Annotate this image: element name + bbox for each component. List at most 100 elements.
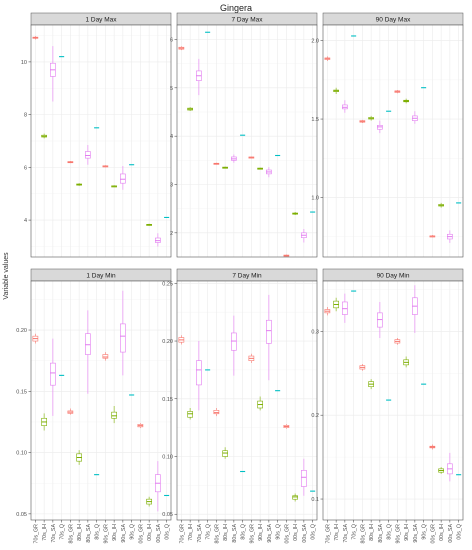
- x-tick-label: 80s_Q: [95, 524, 101, 540]
- box-00s_SA: [301, 458, 307, 496]
- y-tick-label: 2.0: [311, 39, 319, 45]
- x-tick-label: 00s_SA: [156, 524, 162, 543]
- panel-background: [323, 25, 463, 257]
- y-tick-label: 0.10: [162, 454, 173, 460]
- panel-border: [176, 280, 318, 521]
- x-tick-label: 90s_Q: [422, 524, 428, 540]
- box-70s_IH: [41, 413, 47, 431]
- y-tick-label: 0.05: [16, 512, 27, 518]
- box-80s_SA: [231, 154, 237, 163]
- panel-title: 1 Day Max: [85, 17, 117, 24]
- iqr-box: [231, 332, 237, 351]
- x-tick-label: 80s_SA: [232, 524, 238, 543]
- box-80s_IH: [76, 450, 82, 465]
- box-90s_IH: [403, 98, 409, 104]
- y-tick-label: 0.2: [311, 413, 319, 419]
- box-00s_SA: [155, 233, 161, 247]
- y-tick-label: 0.15: [16, 389, 27, 395]
- box-80s_SA: [231, 315, 237, 376]
- box-70s_SA: [342, 100, 348, 113]
- x-tick-label: 00s_Q: [457, 524, 463, 540]
- box-00s_IH: [292, 212, 298, 215]
- x-tick-label: 80s_Q: [387, 524, 393, 540]
- x-tick-label: 00s_IH: [293, 524, 299, 541]
- box-00s_GR: [429, 444, 436, 450]
- x-tick-label: 70s_GR: [33, 524, 39, 544]
- iqr-box: [301, 470, 307, 487]
- box-80s_GR: [359, 364, 366, 371]
- box-80s_SA: [377, 301, 383, 339]
- iqr-box: [213, 410, 220, 415]
- panel-background: [177, 25, 317, 257]
- box-00s_GR: [283, 254, 290, 257]
- y-tick-label: 0.05: [162, 512, 173, 518]
- x-tick-label: 00s_Q: [311, 524, 317, 540]
- x-tick-label: 90s_IH: [258, 524, 264, 541]
- x-tick-label: 70s_Q: [60, 524, 66, 540]
- box-70s_SA: [342, 293, 348, 323]
- panel-border: [322, 280, 464, 521]
- y-tick-label: 1.5: [311, 117, 319, 123]
- panel-5: 7 Day Min 0.05 0.10 0.15 0.20 0.25: [162, 268, 318, 521]
- iqr-box: [187, 411, 193, 418]
- box-90s_GR: [394, 90, 401, 94]
- x-tick-label: 70s_SA: [197, 524, 203, 543]
- x-tick-label: 80s_GR: [68, 524, 74, 544]
- box-90s_SA: [412, 111, 418, 124]
- box-00s_SA: [155, 461, 161, 512]
- panel-4: 1 Day Min 0.05 0.10 0.15 0.20: [16, 268, 172, 521]
- y-tick-label: 0.20: [16, 328, 27, 334]
- box-90s_IH: [257, 167, 263, 170]
- x-tick-label: 90s_IH: [404, 524, 410, 541]
- box-70s_GR: [32, 333, 39, 344]
- box-90s_SA: [412, 285, 418, 333]
- iqr-box: [292, 495, 298, 500]
- box-00s_GR: [283, 424, 290, 429]
- x-tick-label: 80s_IH: [369, 524, 375, 541]
- box-90s_IH: [257, 396, 263, 411]
- y-tick-label: 6: [170, 38, 173, 44]
- iqr-box: [196, 360, 202, 386]
- panel-border: [322, 24, 464, 258]
- x-tick-label: 70s_Q: [352, 524, 358, 540]
- box-80s_SA: [377, 120, 383, 134]
- y-tick-label: 2: [170, 231, 173, 237]
- x-tick-label: 70s_SA: [51, 524, 57, 543]
- x-tick-label: 90s_Q: [130, 524, 136, 540]
- box-90s_GR: [248, 353, 255, 363]
- box-00s_SA: [447, 230, 453, 243]
- box-90s_GR: [394, 338, 401, 345]
- box-90s_SA: [266, 294, 272, 381]
- iqr-box: [120, 323, 126, 353]
- box-70s_SA: [196, 58, 202, 96]
- panel-2: 7 Day Max 2 3 4 5 6: [170, 12, 318, 258]
- box-00s_IH: [146, 223, 152, 226]
- panel-6: 90 Day Min 0.1 0.2 0.3: [311, 268, 464, 521]
- box-80s_GR: [359, 119, 366, 123]
- box-70s_SA: [196, 341, 202, 411]
- box-00s_IH: [292, 493, 298, 502]
- x-tick-label: 70s_IH: [334, 524, 340, 541]
- box-70s_IH: [187, 107, 193, 112]
- box-00s_IH: [146, 496, 152, 507]
- y-tick-label: 3: [170, 183, 173, 189]
- box-70s_GR: [32, 36, 39, 40]
- x-tick-label: 00s_GR: [284, 524, 290, 544]
- x-tick-label: 00s_SA: [448, 524, 454, 543]
- iqr-box: [111, 411, 117, 419]
- panel-border: [176, 24, 318, 258]
- box-70s_GR: [178, 46, 185, 51]
- x-tick-label: 70s_GR: [325, 524, 331, 544]
- box-90s_SA: [266, 167, 272, 178]
- x-tick-label: 90s_GR: [249, 524, 255, 544]
- x-tick-label: 80s_SA: [86, 524, 92, 543]
- y-axis-label: Variable values: [3, 252, 10, 300]
- x-tick-label: 80s_GR: [360, 524, 366, 544]
- box-80s_GR: [213, 408, 220, 417]
- panel-title: 90 Day Min: [377, 273, 410, 280]
- box-70s_IH: [333, 87, 339, 94]
- box-70s_GR: [324, 306, 331, 316]
- x-tick-label: 90s_Q: [276, 524, 282, 540]
- figure-title: Gingera: [220, 3, 252, 13]
- panel-background: [177, 281, 317, 520]
